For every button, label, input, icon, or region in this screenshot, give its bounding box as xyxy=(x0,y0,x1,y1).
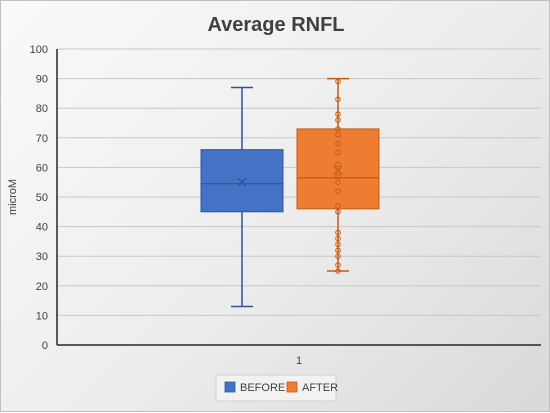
data-point xyxy=(335,78,341,85)
data-point xyxy=(335,229,341,236)
y-tick-label: 80 xyxy=(36,103,48,115)
y-tick-label: 70 xyxy=(36,133,48,145)
data-point xyxy=(335,140,341,147)
legend-label-after: AFTER xyxy=(302,382,338,394)
legend-label-before: BEFORE xyxy=(240,382,285,394)
legend-box xyxy=(215,374,337,402)
y-tick-label: 10 xyxy=(36,310,48,322)
data-point xyxy=(335,247,341,254)
data-point xyxy=(335,132,341,138)
data-point xyxy=(335,179,341,185)
y-tick-label: 20 xyxy=(36,281,48,293)
data-point xyxy=(335,126,341,132)
data-point xyxy=(335,188,341,194)
data-point xyxy=(335,253,341,259)
data-point xyxy=(335,173,341,180)
box-after xyxy=(296,77,380,274)
x-tick-label: 1 xyxy=(296,355,302,367)
box-body xyxy=(200,149,284,213)
y-tick-label: 50 xyxy=(36,192,48,204)
data-point xyxy=(335,262,341,268)
y-tick-label: 100 xyxy=(30,44,48,56)
data-point xyxy=(335,117,341,123)
mean-marker xyxy=(237,177,247,187)
legend-swatch-after xyxy=(286,381,298,393)
y-tick-label: 90 xyxy=(36,74,48,86)
data-point xyxy=(335,111,341,117)
boxes xyxy=(200,77,380,308)
axes xyxy=(56,49,541,346)
data-point xyxy=(335,96,341,103)
box-body xyxy=(296,128,380,210)
mean-marker xyxy=(333,165,343,175)
data-point xyxy=(335,149,341,156)
data-point xyxy=(335,209,341,215)
data-point xyxy=(335,161,341,168)
chart-title: Average RNFL xyxy=(207,14,344,36)
y-axis-ticks: 0 10 20 30 40 50 60 70 80 90 100 xyxy=(30,44,48,352)
y-tick-label: 30 xyxy=(36,251,48,263)
y-tick-label: 0 xyxy=(42,340,48,352)
data-point xyxy=(335,203,341,209)
box-before xyxy=(200,86,284,308)
y-tick-label: 40 xyxy=(36,222,48,234)
x-axis-ticks: 1 xyxy=(296,355,302,367)
data-point xyxy=(335,268,341,274)
data-point xyxy=(335,241,341,248)
data-point xyxy=(335,235,341,242)
legend: BEFORE AFTER xyxy=(215,374,338,402)
y-tick-label: 60 xyxy=(36,162,48,174)
legend-swatch-before xyxy=(224,381,236,393)
y-axis-label: microM xyxy=(7,179,19,215)
